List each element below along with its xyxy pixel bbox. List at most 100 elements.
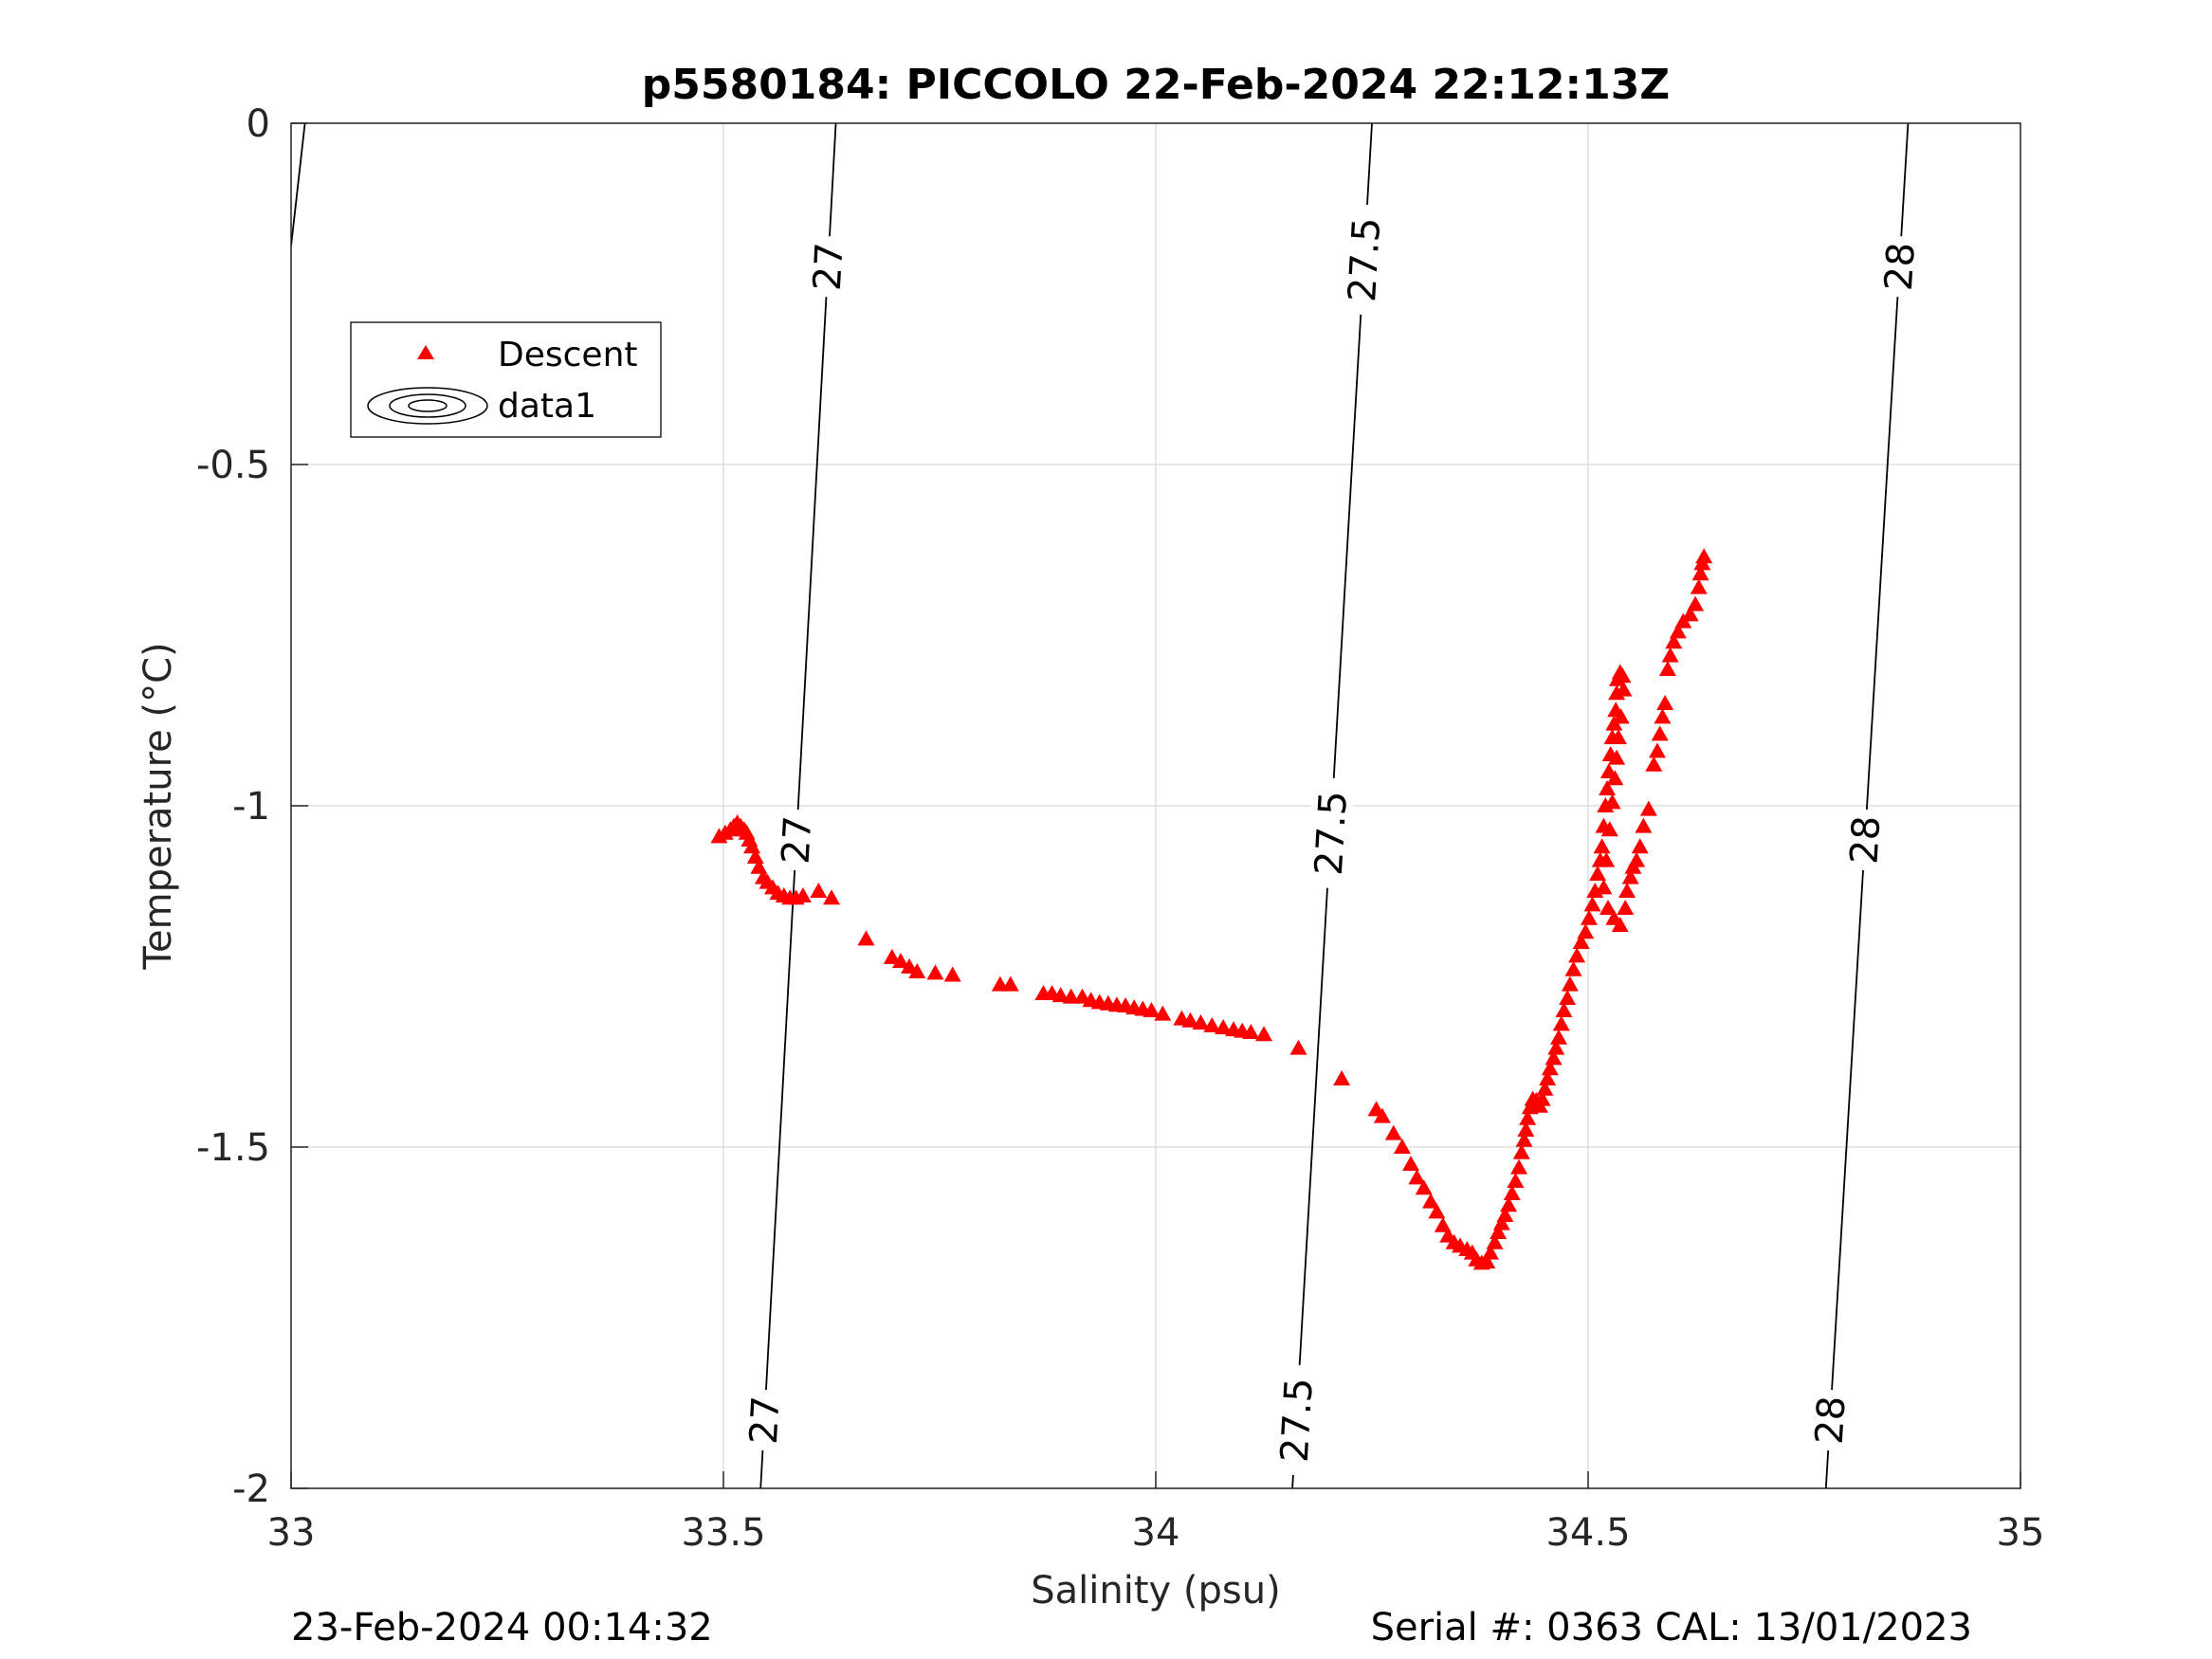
contour-label-background [1842,808,1888,872]
descent-point [1609,729,1627,744]
descent-point [1618,883,1636,898]
descent-point [1510,1158,1528,1175]
y-tick-label: -2 [232,1468,270,1511]
descent-point [1635,817,1653,833]
contour-label-background [805,235,850,299]
descent-point [1192,1013,1210,1030]
descent-point [743,838,761,854]
x-tick-label: 33 [267,1511,316,1555]
descent-point [1486,1233,1504,1249]
descent-point [1599,780,1617,795]
legend-box [350,321,662,438]
descent-series [710,548,1713,1270]
contour-label: 27 [742,1395,789,1445]
density-contour-line [291,123,306,246]
descent-point [1393,1139,1411,1154]
density-contour-line [759,123,837,1488]
descent-point [1415,1179,1433,1195]
descent-point [1639,800,1657,816]
descent-point [1428,1203,1446,1219]
descent-point [883,948,901,964]
descent-point [1545,1049,1563,1066]
descent-point [1478,1252,1496,1268]
descent-point [1669,623,1687,639]
descent-point [1628,851,1646,867]
contour-label-background [741,1388,787,1452]
descent-point [1289,1039,1307,1055]
y-tick-label: 0 [247,102,270,146]
descent-point [1552,1015,1570,1031]
axes [290,122,2021,1489]
y-tick-label: -1 [232,785,270,829]
descent-point [1651,725,1669,741]
contour-labels: 27 27 27 27.5 27.5 27.5 28 28 28 [741,203,1924,1477]
descent-point [1645,756,1663,772]
descent-point [908,962,926,978]
density-contour-line [1824,123,1910,1488]
descent-point [1500,1196,1518,1212]
descent-point [1593,838,1611,854]
legend-data1-label: data1 [498,387,596,426]
descent-point [1614,667,1632,684]
descent-point [1658,661,1676,676]
contour-label: 27.5 [1341,216,1389,303]
x-tick-label: 35 [1997,1511,2045,1555]
descent-point [1517,1121,1535,1137]
x-tick-label: 34 [1132,1511,1180,1555]
descent-point [1598,851,1616,867]
descent-point [1654,708,1672,724]
contour-label-background [1307,776,1355,889]
legend-descent-label: Descent [498,336,638,374]
contour-label: 28 [1842,814,1889,866]
descent-point [943,966,961,982]
descent-point [1402,1156,1420,1171]
legend: Descent data1 [350,321,662,438]
descent-point [1606,770,1624,786]
descent-point [1656,695,1674,710]
legend-contour-icon [367,387,488,425]
descent-point [1665,633,1683,649]
chart-title: p5580184: PICCOLO 22-Feb-2024 22:12:13Z [642,61,1670,109]
legend-descent-marker [417,345,434,359]
descent-point [857,930,875,946]
contour-label: 27 [775,814,821,865]
descent-point [1661,647,1679,663]
descent-point [1695,548,1713,564]
descent-point [1608,749,1626,765]
descent-point [746,848,764,864]
descent-point [1408,1169,1426,1185]
contour-label: 28 [1808,1395,1855,1446]
descent-point [1496,1207,1514,1222]
x-axis-label: Salinity (psu) [1031,1569,1280,1613]
descent-point [1062,988,1080,1004]
contour-label: 27.5 [1273,1376,1322,1464]
descent-point [810,883,828,898]
descent-point [1615,681,1633,697]
descent-point [1536,1080,1554,1096]
descent-point [1648,742,1666,758]
contour-label: 28 [1877,241,1924,292]
descent-point [1215,1019,1233,1034]
descent-point [1621,868,1639,884]
descent-point [1547,1039,1565,1055]
descent-point [1143,1002,1161,1017]
descent-point [1519,1109,1537,1125]
y-tick-label: -1.5 [196,1126,270,1170]
descent-point [1515,1131,1533,1147]
descent-point [1600,821,1618,837]
contour-label-background [1807,1388,1854,1452]
contour-label-background [774,808,819,872]
descent-point [1333,1070,1351,1085]
x-tick-label: 33.5 [681,1511,765,1555]
descent-point [1154,1005,1172,1021]
descent-point [1690,578,1708,594]
descent-point [1242,1024,1260,1040]
contour-label-background [1340,203,1388,317]
footer-timestamp: 23-Feb-2024 00:14:32 [291,1606,713,1650]
contour-label-background [1271,1363,1321,1477]
descent-point [1203,1016,1221,1032]
descent-point [1561,975,1579,992]
descent-point [1373,1107,1391,1123]
descent-point [1559,990,1577,1006]
descent-point [1503,1184,1521,1200]
